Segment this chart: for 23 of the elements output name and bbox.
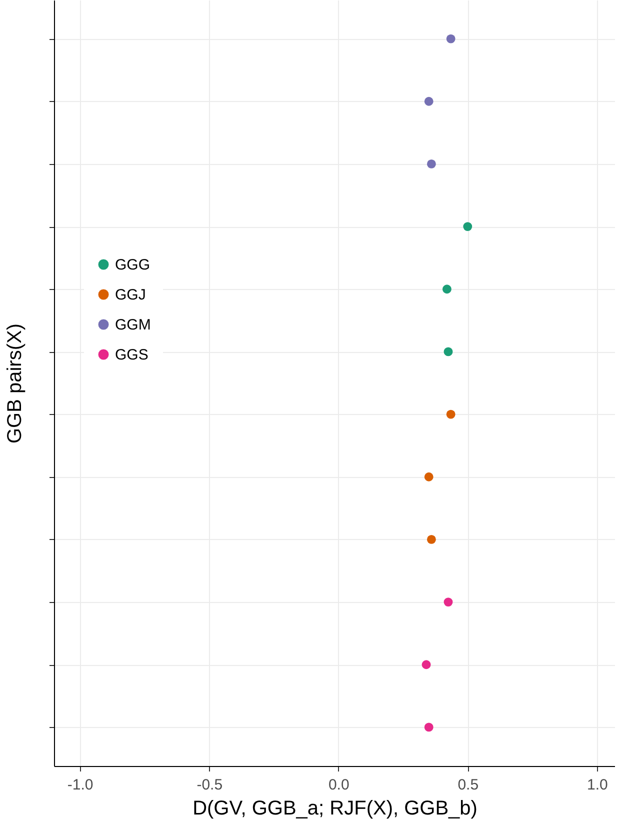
point: [424, 722, 434, 732]
x-tick-label: 0.5: [458, 776, 479, 794]
point: [424, 96, 434, 106]
y-axis-title: GGB pairs(X): [4, 323, 26, 444]
x-tick-label: -1.0: [67, 776, 94, 794]
point: [426, 534, 436, 544]
legend-label: GGS: [115, 346, 148, 364]
x-tick-label: -0.5: [196, 776, 223, 794]
point: [422, 660, 431, 670]
point: [444, 598, 453, 606]
point: [444, 347, 453, 356]
x-tick-label: 0.0: [328, 776, 350, 794]
point: [424, 472, 434, 482]
x-tick-label: 1.0: [586, 776, 608, 794]
legend-label: GGJ: [115, 286, 146, 304]
legend-label: GGG: [115, 256, 150, 274]
point: [446, 34, 456, 44]
point: [446, 410, 456, 419]
point: [442, 284, 452, 294]
point: [463, 222, 472, 232]
point: [426, 160, 436, 168]
legend-label: GGM: [115, 316, 151, 334]
x-axis-title: D(GV, GGB_a; RJF(X), GGB_b): [192, 798, 478, 820]
